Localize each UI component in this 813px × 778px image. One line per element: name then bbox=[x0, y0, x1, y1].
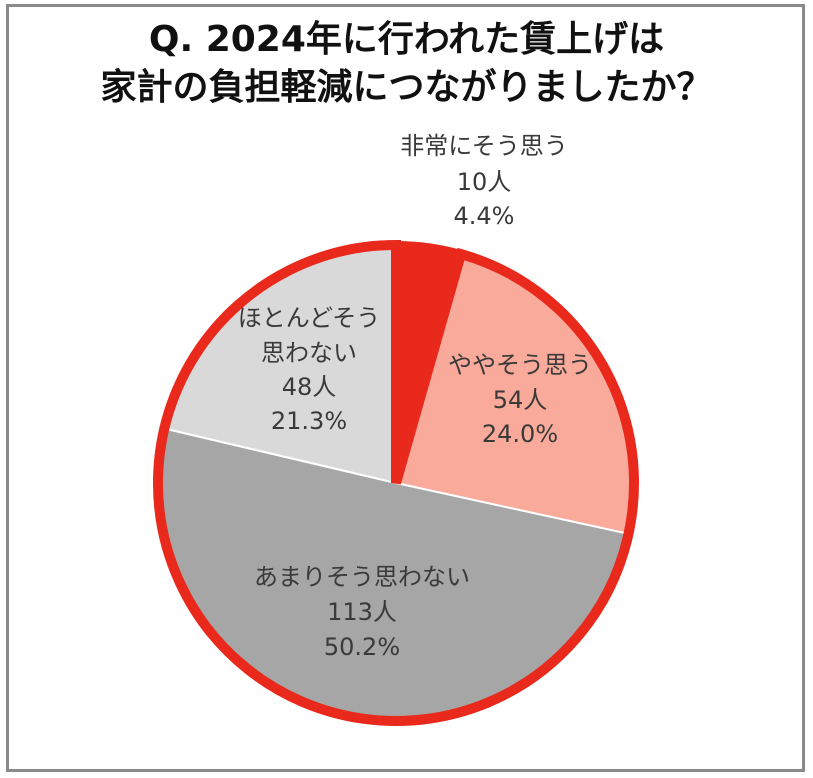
title-line-1: Q. 2024年に行われた賃上げは bbox=[148, 19, 665, 60]
pie-labels: 非常にそう思う 10人 4.4% ややそう思う 54人 24.0% あまりそう思… bbox=[238, 132, 592, 661]
chart-title: Q. 2024年に行われた賃上げは 家計の負担軽減につながりましたか？ bbox=[0, 16, 813, 112]
pie-slices bbox=[152, 238, 640, 727]
slice-label-not-much: あまりそう思わない bbox=[254, 563, 470, 591]
slice-count-not-much: 113人 bbox=[327, 598, 397, 626]
slice-label-hardly-line2: 思わない bbox=[261, 339, 357, 367]
slice-count-very-much: 10人 bbox=[457, 168, 512, 196]
slice-percent-very-much: 4.4% bbox=[454, 202, 515, 230]
slice-count-hardly: 48人 bbox=[282, 373, 337, 401]
slice-percent-not-much: 50.2% bbox=[324, 633, 400, 661]
title-line-2: 家計の負担軽減につながりましたか？ bbox=[100, 67, 713, 108]
slice-percent-hardly: 21.3% bbox=[271, 407, 347, 435]
pie-outline bbox=[153, 239, 639, 726]
slice-count-somewhat: 54人 bbox=[493, 386, 548, 414]
slice-label-somewhat: ややそう思う bbox=[448, 351, 592, 379]
slice-label-very-much: 非常にそう思う bbox=[400, 132, 568, 160]
slice-percent-somewhat: 24.0% bbox=[482, 420, 558, 448]
slice-label-hardly-line1: ほとんどそう bbox=[238, 304, 381, 332]
